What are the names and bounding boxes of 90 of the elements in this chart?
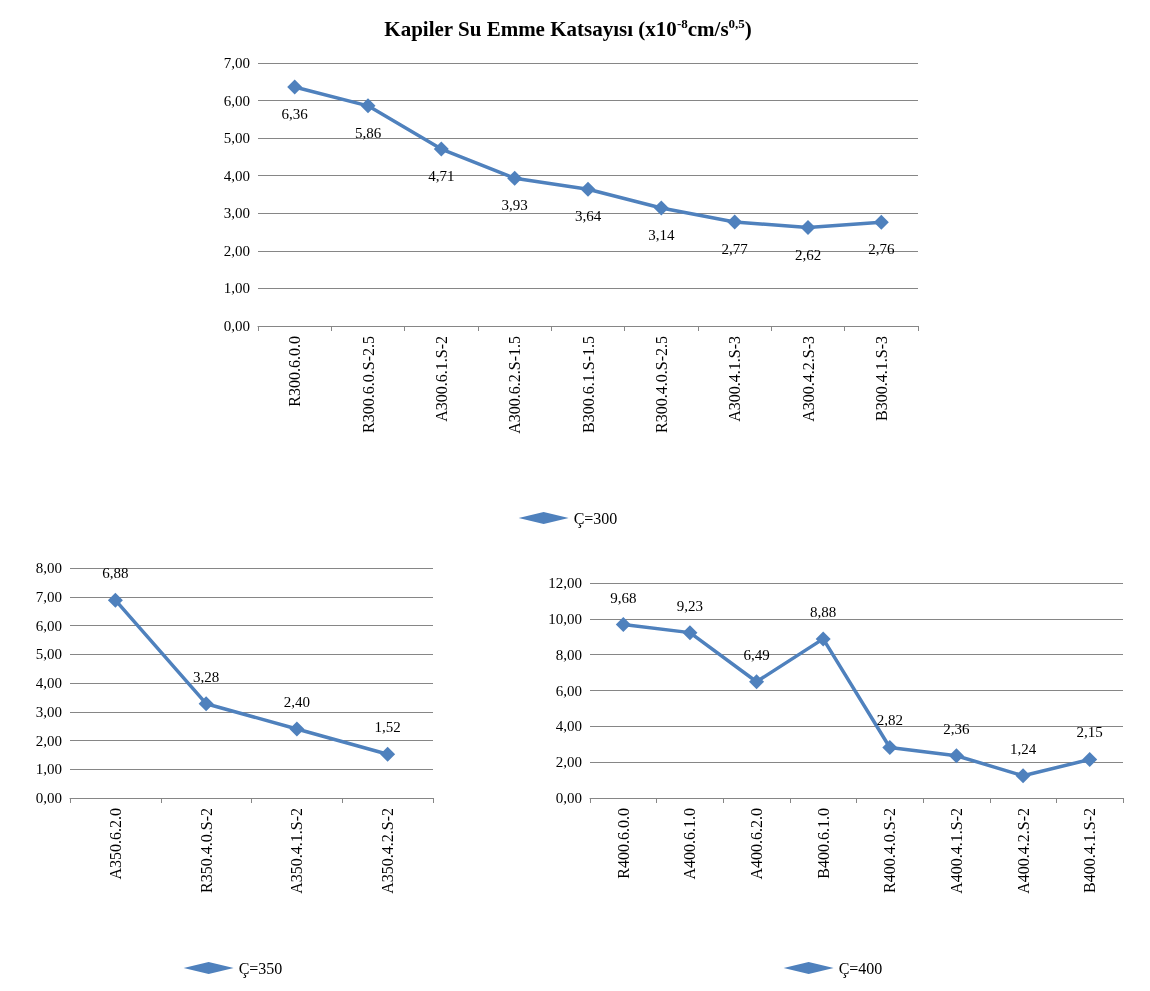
- point: [873, 214, 889, 230]
- y-tick-label: 7,00: [223, 55, 250, 71]
- y-tick-label: 4,00: [555, 718, 582, 735]
- point: [289, 721, 305, 737]
- y-tick-label: 6,00: [555, 682, 582, 699]
- legend-label: Ç=400: [838, 959, 883, 978]
- x-tick-label: R400.6.0.0: [614, 808, 632, 879]
- y-tick-label: 12,00: [548, 575, 582, 591]
- point: [287, 79, 303, 95]
- legend-label: Ç=300: [573, 509, 618, 528]
- data-label: 5,86: [354, 124, 382, 141]
- data-label: 2,40: [283, 694, 310, 710]
- data-label: 2,77: [721, 240, 749, 257]
- y-tick-label: 5,00: [35, 646, 62, 663]
- data-label: 3,93: [501, 197, 528, 214]
- y-tick-label: 2,00: [555, 754, 582, 771]
- point: [800, 220, 816, 236]
- x-tick-label: A300.4.2.S-3: [799, 336, 817, 422]
- y-tick-label: 6,00: [35, 617, 62, 634]
- point: [882, 739, 898, 755]
- x-tick-label: A300.4.1.S-3: [726, 336, 744, 422]
- y-tick-label: 5,00: [223, 130, 250, 147]
- data-label: 2,62: [794, 246, 822, 263]
- x-tick-label: A400.4.2.S-2: [1014, 808, 1032, 894]
- data-label: 2,82: [876, 712, 903, 729]
- x-tick-label: A400.6.2.0: [748, 808, 766, 880]
- data-label: 2,76: [868, 241, 895, 258]
- data-label: 8,88: [810, 603, 837, 620]
- x-tick-label: B300.4.1.S-3: [872, 336, 890, 421]
- y-tick-label: 2,00: [35, 732, 62, 749]
- x-tick-label: A400.4.1.S-2: [947, 808, 965, 894]
- y-tick-label: 1,00: [35, 761, 62, 778]
- point: [1015, 768, 1031, 784]
- point: [749, 674, 765, 690]
- point: [507, 170, 523, 186]
- x-tick-label: B300.6.1.S-1.5: [579, 336, 597, 433]
- x-tick-label: R300.4.0.S-2.5: [652, 336, 670, 433]
- x-tick-label: R350.4.0.S-2: [197, 808, 215, 893]
- data-label: 6,49: [743, 646, 770, 663]
- y-tick-label: 0,00: [555, 790, 582, 806]
- y-tick-label: 2,00: [223, 242, 250, 259]
- data-label: 3,64: [574, 208, 602, 225]
- y-tick-label: 3,00: [35, 703, 62, 720]
- x-tick-label: R400.4.0.S-2: [881, 808, 899, 893]
- data-label: 4,71: [428, 168, 455, 185]
- point: [107, 592, 123, 608]
- point: [1082, 751, 1098, 767]
- point: [433, 141, 449, 157]
- x-tick-label: B400.6.1.0: [814, 808, 832, 879]
- y-tick-label: 3,00: [223, 205, 250, 222]
- x-tick-label: A350.4.2.S-2: [379, 808, 397, 894]
- point: [380, 746, 396, 762]
- y-tick-label: 6,00: [223, 92, 250, 109]
- point: [653, 200, 669, 216]
- x-tick-label: R300.6.0.0: [286, 336, 304, 407]
- x-tick-label: B400.4.1.S-2: [1081, 808, 1099, 893]
- data-label: 1,52: [374, 719, 401, 736]
- y-tick-label: 1,00: [223, 280, 250, 297]
- y-tick-label: 7,00: [35, 588, 62, 605]
- data-label: 9,68: [610, 589, 637, 606]
- point: [727, 214, 743, 230]
- x-tick-label: A300.6.2.S-1.5: [506, 336, 524, 434]
- data-label: 2,15: [1076, 724, 1103, 741]
- data-label: 9,23: [676, 597, 704, 614]
- legend-label: Ç=350: [238, 959, 283, 978]
- y-tick-label: 0,00: [223, 318, 250, 334]
- x-tick-label: A300.6.1.S-2: [432, 336, 450, 422]
- point: [948, 748, 964, 764]
- y-tick-label: 0,00: [35, 790, 62, 806]
- y-tick-label: 8,00: [555, 646, 582, 663]
- y-tick-label: 4,00: [35, 675, 62, 691]
- point: [815, 631, 831, 647]
- x-tick-label: A400.6.1.0: [681, 808, 699, 880]
- y-tick-label: 4,00: [223, 167, 250, 184]
- data-label: 6,36: [281, 106, 309, 123]
- x-tick-label: R300.6.0.S-2.5: [359, 336, 377, 433]
- data-label: 2,36: [943, 720, 971, 737]
- point: [198, 696, 214, 712]
- point: [615, 617, 631, 633]
- data-label: 3,14: [648, 227, 675, 244]
- data-label: 3,28: [193, 668, 220, 685]
- point: [360, 98, 376, 114]
- y-tick-label: 10,00: [548, 610, 582, 627]
- point: [682, 625, 698, 641]
- data-label: 6,88: [102, 565, 129, 582]
- y-tick-label: 8,00: [35, 560, 62, 576]
- data-label: 1,24: [1009, 740, 1037, 757]
- point: [580, 181, 596, 197]
- x-tick-label: A350.4.1.S-2: [288, 808, 306, 894]
- x-tick-label: A350.6.2.0: [106, 808, 124, 880]
